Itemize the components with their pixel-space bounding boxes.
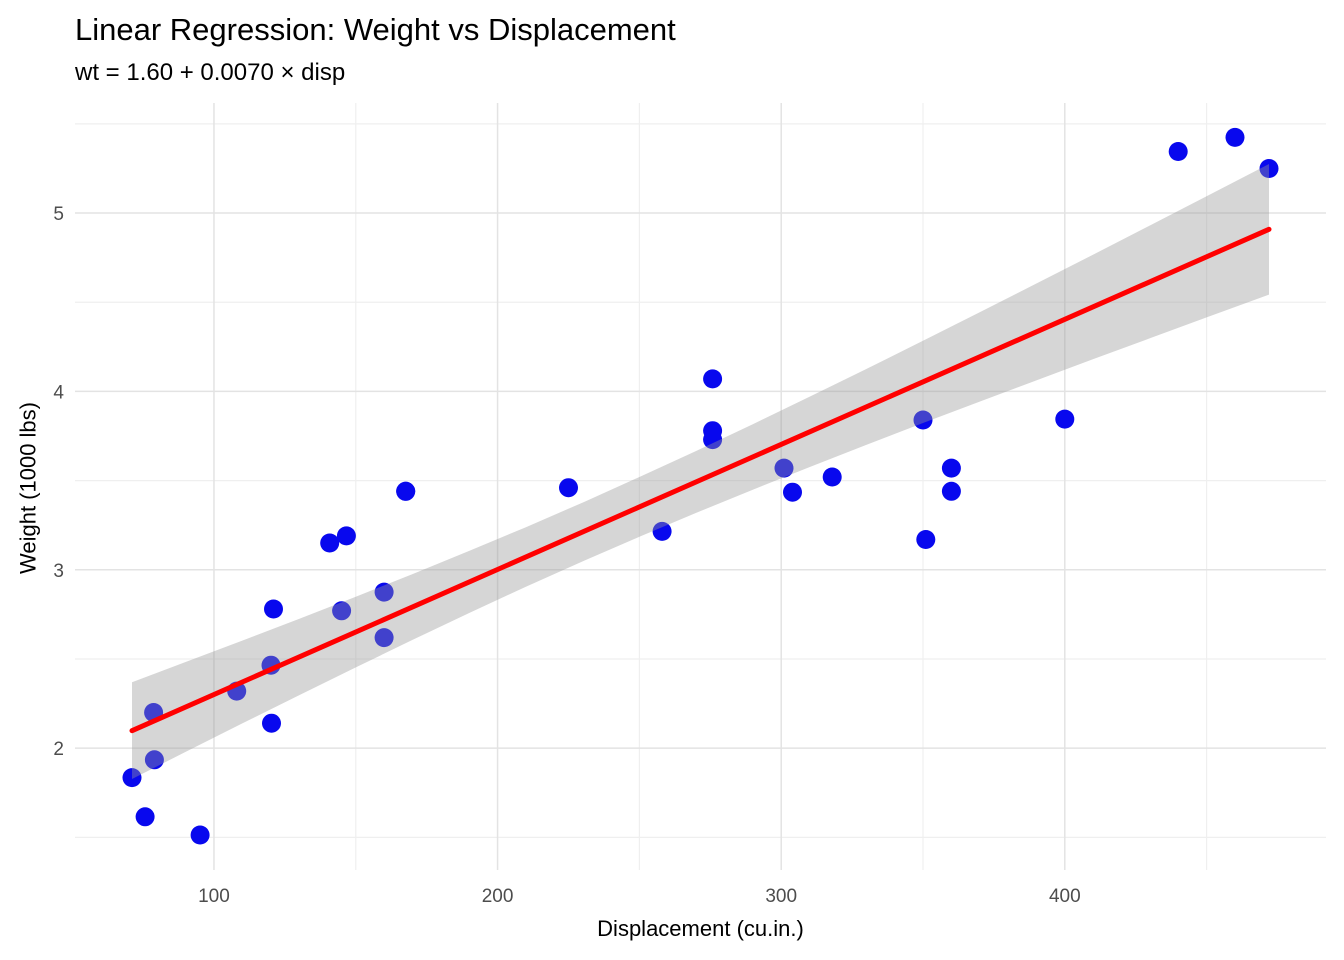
- x-axis-title: Displacement (cu.in.): [597, 916, 804, 941]
- data-point: [332, 601, 352, 621]
- data-point: [559, 478, 578, 498]
- data-point: [652, 521, 672, 541]
- data-point: [1259, 159, 1279, 178]
- data-point: [1225, 127, 1245, 147]
- x-tick-label: 100: [198, 886, 230, 907]
- data-point: [135, 807, 155, 827]
- data-point: [941, 481, 961, 501]
- data-point: [941, 458, 961, 478]
- data-point: [1168, 142, 1188, 161]
- x-tick-label: 200: [482, 886, 514, 907]
- regression-line: [129, 226, 1272, 734]
- data-point: [262, 713, 281, 733]
- data-point: [774, 458, 794, 478]
- y-tick-label: 2: [53, 739, 64, 760]
- data-point: [264, 599, 283, 619]
- data-point: [913, 410, 933, 430]
- data-point: [122, 768, 142, 788]
- plot-title: Linear Regression: Weight vs Displacemen…: [75, 12, 676, 47]
- plot-subtitle regression-equation: wt = 1.60 + 0.0070 × disp: [75, 59, 346, 86]
- data-point: [336, 526, 356, 546]
- data-point: [374, 582, 394, 602]
- data-point: [396, 481, 416, 501]
- data-point: [703, 369, 723, 389]
- data-point: [822, 467, 842, 487]
- data-point: [703, 421, 723, 441]
- data-point: [190, 825, 210, 845]
- data-point: [1055, 409, 1075, 429]
- y-tick-label: 4: [53, 382, 64, 403]
- confidence-ribbon: [132, 164, 1269, 779]
- y-axis-title: Weight (1000 lbs): [15, 402, 41, 575]
- x-tick-label: 400: [1049, 886, 1081, 907]
- data-point: [916, 530, 936, 549]
- x-tick-label: 300: [765, 886, 797, 907]
- data-point: [783, 482, 802, 502]
- y-tick-label: 5: [53, 204, 64, 225]
- data-point: [144, 750, 164, 770]
- data-point: [374, 628, 394, 648]
- data-point: [320, 533, 340, 553]
- y-tick-label: 3: [53, 561, 64, 582]
